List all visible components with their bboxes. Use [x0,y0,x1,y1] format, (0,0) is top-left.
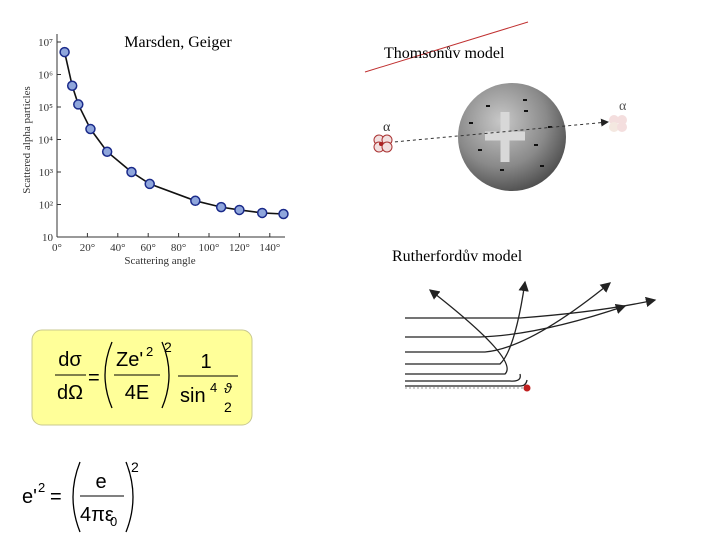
fit-curve [63,51,284,215]
y-tick-label: 10⁴ [38,135,53,147]
formula-text: = [50,486,62,508]
formula-text: 1 [200,351,211,373]
alpha-label: α [383,120,391,135]
alpha-particle-out [609,115,627,132]
alpha-path [382,118,609,144]
formula: dσ dΩ = Ze' 2 4E 2 1 sin 4 ϑ 2 [55,339,238,415]
formula-text: ϑ [224,380,233,396]
data-point [126,166,137,178]
x-tick-label: 80° [171,242,186,254]
plus-sign [485,112,525,162]
electrons [469,99,552,171]
chart-title: Marsden, Geiger [124,34,232,51]
formula-text: sin [180,385,206,407]
x-tick-label: 60° [140,242,155,254]
alpha-label: α [619,99,627,114]
x-axis-label: Scattering angle [124,255,195,267]
formula-text: 4πε [80,504,114,526]
data-point [73,99,84,110]
strike-line [364,21,529,73]
x-tick-label: 0° [52,242,62,254]
y-tick-label: 10 [42,232,54,244]
y-tick-label: 10² [39,200,54,212]
data-point [215,201,227,213]
data-point [59,46,70,58]
formula-text: 4E [125,382,149,404]
x-tick-label: 100° [199,242,220,254]
parens [104,341,170,409]
x-tick-label: 40° [110,242,125,254]
formula-text: 4 [210,380,217,395]
nucleus [523,384,531,392]
rutherford-title: Rutherfordův model [392,248,523,265]
y-tick-label: 10⁶ [38,70,53,82]
data-point [85,123,96,135]
formula-text: dΩ [57,382,83,404]
data-point [256,207,268,219]
formula-text: 0 [110,514,117,529]
x-tick-label: 120° [229,242,250,254]
thomson-title: Thomsonův model [384,45,505,62]
parens [72,461,134,533]
formula-box [31,329,253,426]
data-point [101,146,113,157]
formula-text: 2 [224,399,232,415]
x-tick-label: 20° [80,242,95,254]
formula-text: 2 [164,339,172,355]
chart: 10 10² 10³ 10⁴ 10⁵ 10⁶ 10⁷ 0° 20° 40° 60° 80° 100° 12… [38,34,289,254]
formula: e' 2 = e 4πε 0 2 [22,459,139,533]
x-tick-label: 140° [259,242,280,254]
data-point [190,195,201,207]
formula-text: = [88,367,100,389]
data-point [144,178,155,190]
y-tick-label: 10⁵ [38,102,53,114]
y-tick-label: 10⁷ [38,37,53,49]
formula-text: 2 [131,459,139,475]
trajectories [405,280,657,387]
formula-text: dσ [58,349,82,371]
y-axis-label: Scattered alpha particles [21,86,33,194]
formula-text: e' [22,486,37,508]
data-point [278,208,289,220]
formula-text: Ze' [116,349,143,371]
y-tick-label: 10³ [39,167,54,179]
data-point [234,204,245,216]
data-point [66,80,78,92]
formula-text: 2 [38,480,45,495]
alpha-particle-in [373,134,393,153]
formula-text: 2 [146,344,153,359]
formula-text: e [95,471,106,493]
